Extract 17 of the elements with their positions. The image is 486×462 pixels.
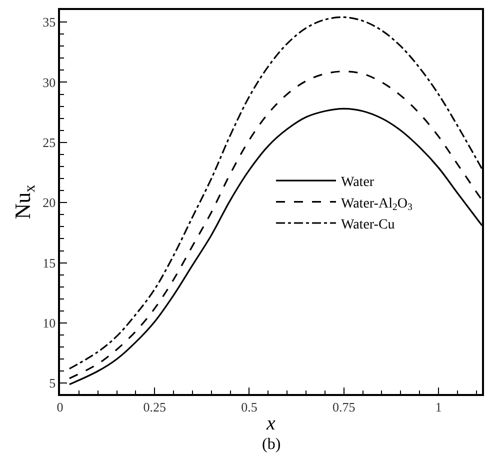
x-tick-label: 0.75 bbox=[332, 399, 356, 414]
y-tick-label: 5 bbox=[49, 376, 56, 391]
y-tick-label: 20 bbox=[42, 195, 56, 210]
text: (b) bbox=[262, 436, 281, 453]
legend-label: Water bbox=[341, 175, 374, 190]
y-tick-label: 30 bbox=[42, 74, 56, 90]
y-tick-label: 10 bbox=[42, 316, 56, 331]
y-tick-label: 15 bbox=[42, 255, 56, 270]
x-tick-label: 1 bbox=[435, 399, 442, 414]
x-tick-label: 0.25 bbox=[143, 399, 166, 414]
x-axis-title: x bbox=[266, 412, 276, 434]
legend-label: Water-Cu bbox=[341, 217, 395, 232]
y-tick-label: 25 bbox=[42, 134, 56, 150]
x-tick-label: 0.5 bbox=[241, 399, 258, 414]
y-tick-label: 35 bbox=[42, 14, 56, 30]
x-tick-label: 0 bbox=[56, 399, 64, 414]
legend-label: Water-Al$_{2}$O$_{3}$ bbox=[341, 196, 412, 214]
